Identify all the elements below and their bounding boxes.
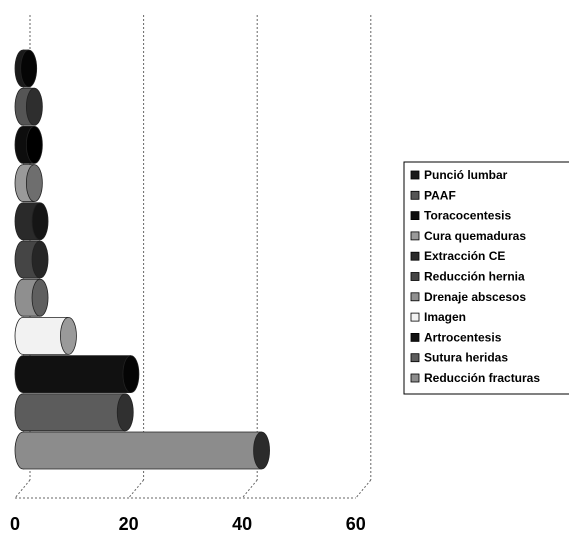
bar <box>14 431 270 470</box>
x-tick-label: 60 <box>346 514 366 534</box>
legend-swatch <box>410 231 420 241</box>
legend-label: Drenaje abscesos <box>424 290 526 304</box>
legend-item: PAAF <box>410 188 456 202</box>
x-tick-label: 0 <box>10 514 20 534</box>
x-tick-label: 20 <box>119 514 139 534</box>
bar <box>14 87 43 126</box>
legend-swatch <box>410 353 420 363</box>
legend-item: Sutura heridas <box>410 351 508 365</box>
legend-label: Punció lumbar <box>424 168 508 182</box>
bar <box>14 125 43 164</box>
bar <box>14 278 49 317</box>
legend-swatch <box>410 373 420 383</box>
legend-item: Reducción hernia <box>410 270 525 284</box>
legend-item: Drenaje abscesos <box>410 290 526 304</box>
legend-item: Artrocentesis <box>410 330 502 344</box>
bar <box>14 202 49 241</box>
legend-label: Toracocentesis <box>424 209 511 223</box>
bar <box>14 240 49 279</box>
legend-swatch <box>410 292 420 302</box>
legend-swatch <box>410 272 420 281</box>
legend-item: Reducción fracturas <box>410 371 540 385</box>
legend-item: Imagen <box>410 310 466 324</box>
gridline-floor <box>128 479 144 499</box>
bar <box>14 49 38 88</box>
legend-label: Reducción fracturas <box>424 371 540 385</box>
gridline-floor <box>14 479 31 499</box>
legend-item: Extracción CE <box>410 249 505 263</box>
legend-item: Cura quemaduras <box>410 229 526 243</box>
bars-group <box>14 49 270 470</box>
legend-swatch <box>410 211 420 221</box>
legend: Punció lumbar PAAF Toracocentesis Cura quem… <box>403 161 569 395</box>
legend-label: Cura quemaduras <box>424 229 526 243</box>
legend-swatch <box>410 312 420 322</box>
bar <box>14 316 77 355</box>
legend-item: Punció lumbar <box>410 168 508 182</box>
legend-label: PAAF <box>424 188 456 202</box>
legend-swatch <box>410 190 420 200</box>
x-axis-ticks: 0 20 40 60 <box>10 514 366 534</box>
x-tick-label: 40 <box>232 514 252 534</box>
gridline-floor <box>355 479 372 499</box>
legend-swatch <box>410 170 420 180</box>
legend-swatch <box>410 251 420 261</box>
bar <box>14 393 134 432</box>
legend-swatch <box>410 332 420 342</box>
legend-label: Artrocentesis <box>424 330 502 344</box>
bar <box>14 355 140 394</box>
bar <box>14 164 43 203</box>
legend-item: Toracocentesis <box>410 209 511 223</box>
legend-label: Reducción hernia <box>424 270 525 284</box>
legend-label: Sutura heridas <box>424 351 508 365</box>
legend-label: Imagen <box>424 310 466 324</box>
gridline-floor <box>241 479 258 499</box>
legend-box <box>403 161 569 395</box>
legend-label: Extracción CE <box>424 249 505 263</box>
